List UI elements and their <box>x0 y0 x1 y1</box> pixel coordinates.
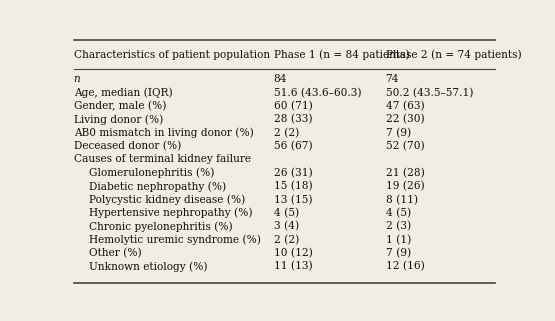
Text: Phase 1 (n = 84 patients): Phase 1 (n = 84 patients) <box>274 50 409 60</box>
Text: Hemolytic uremic syndrome (%): Hemolytic uremic syndrome (%) <box>89 235 261 245</box>
Text: 2 (2): 2 (2) <box>274 128 299 138</box>
Text: 21 (28): 21 (28) <box>386 168 424 178</box>
Text: Hypertensive nephropathy (%): Hypertensive nephropathy (%) <box>89 208 252 218</box>
Text: 12 (16): 12 (16) <box>386 261 424 272</box>
Text: Phase 2 (n = 74 patients): Phase 2 (n = 74 patients) <box>386 50 521 60</box>
Text: 47 (63): 47 (63) <box>386 101 424 111</box>
Text: 52 (70): 52 (70) <box>386 141 424 152</box>
Text: 84: 84 <box>274 74 287 84</box>
Text: 28 (33): 28 (33) <box>274 114 312 125</box>
Text: 1 (1): 1 (1) <box>386 235 411 245</box>
Text: AB0 mismatch in living donor (%): AB0 mismatch in living donor (%) <box>74 128 254 138</box>
Text: Chronic pyelonephritis (%): Chronic pyelonephritis (%) <box>89 221 233 232</box>
Text: Characteristics of patient population: Characteristics of patient population <box>74 50 270 60</box>
Text: 10 (12): 10 (12) <box>274 248 312 258</box>
Text: 8 (11): 8 (11) <box>386 195 417 205</box>
Text: 7 (9): 7 (9) <box>386 128 411 138</box>
Text: Gender, male (%): Gender, male (%) <box>74 101 166 111</box>
Text: Causes of terminal kidney failure: Causes of terminal kidney failure <box>74 154 251 164</box>
Text: 13 (15): 13 (15) <box>274 195 312 205</box>
Text: 2 (2): 2 (2) <box>274 235 299 245</box>
Text: 4 (5): 4 (5) <box>386 208 411 218</box>
Text: 3 (4): 3 (4) <box>274 221 299 231</box>
Text: 60 (71): 60 (71) <box>274 101 312 111</box>
Text: 26 (31): 26 (31) <box>274 168 312 178</box>
Text: 15 (18): 15 (18) <box>274 181 312 191</box>
Text: Other (%): Other (%) <box>89 248 142 258</box>
Text: 2 (3): 2 (3) <box>386 221 411 231</box>
Text: Age, median (IQR): Age, median (IQR) <box>74 88 172 98</box>
Text: 56 (67): 56 (67) <box>274 141 312 152</box>
Text: 19 (26): 19 (26) <box>386 181 424 191</box>
Text: 7 (9): 7 (9) <box>386 248 411 258</box>
Text: Glomerulonephritis (%): Glomerulonephritis (%) <box>89 168 214 178</box>
Text: 74: 74 <box>386 74 399 84</box>
Text: 22 (30): 22 (30) <box>386 114 424 125</box>
Text: 11 (13): 11 (13) <box>274 261 312 272</box>
Text: 4 (5): 4 (5) <box>274 208 299 218</box>
Text: n: n <box>74 74 80 84</box>
Text: Deceased donor (%): Deceased donor (%) <box>74 141 181 152</box>
Text: 50.2 (43.5–57.1): 50.2 (43.5–57.1) <box>386 88 473 98</box>
Text: Unknown etiology (%): Unknown etiology (%) <box>89 261 207 272</box>
Text: Diabetic nephropathy (%): Diabetic nephropathy (%) <box>89 181 226 192</box>
Text: Living donor (%): Living donor (%) <box>74 114 163 125</box>
Text: Polycystic kidney disease (%): Polycystic kidney disease (%) <box>89 195 245 205</box>
Text: 51.6 (43.6–60.3): 51.6 (43.6–60.3) <box>274 88 361 98</box>
